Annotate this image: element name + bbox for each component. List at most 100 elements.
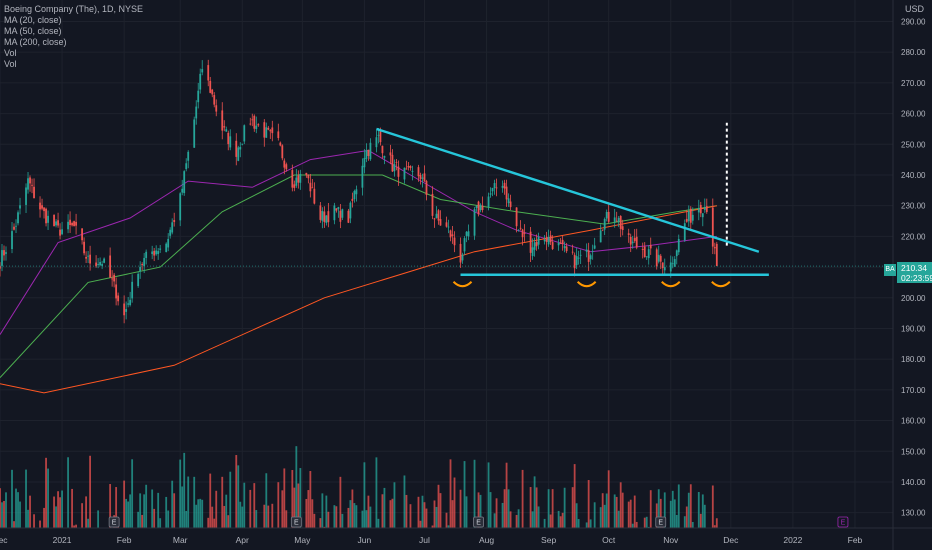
swing-low-marker <box>452 281 473 288</box>
time-tick-label[interactable]: Apr <box>236 535 249 545</box>
legend-title[interactable]: Boeing Company (The), 1D, NYSE <box>4 4 144 14</box>
volume-bar <box>627 501 630 528</box>
volume-bar <box>239 501 242 528</box>
volume-bar <box>585 522 588 528</box>
price-tick-label[interactable]: 130.00 <box>901 509 926 518</box>
candle-body <box>209 80 212 93</box>
legend-ma20[interactable]: MA (20, close) <box>4 15 62 25</box>
price-tick-label[interactable]: 250.00 <box>901 140 926 149</box>
time-tick-label[interactable]: Dec <box>723 535 739 545</box>
time-tick-label[interactable]: Jul <box>419 535 430 545</box>
time-tick-label[interactable]: Dec <box>0 535 8 545</box>
candle-body <box>629 236 632 245</box>
candle-body <box>535 241 538 247</box>
time-tick-label[interactable]: Sep <box>541 535 556 545</box>
candle-body <box>15 225 17 227</box>
candle-body <box>253 115 256 129</box>
time-tick-label[interactable]: May <box>294 535 311 545</box>
time-tick-label[interactable]: Oct <box>602 535 616 545</box>
volume-bar <box>487 462 490 528</box>
candle-body <box>173 220 176 223</box>
price-tick-label[interactable]: 140.00 <box>901 478 926 487</box>
candle-body <box>307 174 310 179</box>
price-tick-label[interactable]: 240.00 <box>901 171 926 180</box>
candle-body <box>143 257 146 267</box>
time-tick-label[interactable]: Feb <box>848 535 863 545</box>
legend-vol-1[interactable]: Vol <box>4 48 17 58</box>
volume-bar <box>15 488 17 528</box>
volume-bar <box>405 494 408 528</box>
candle-body <box>363 157 366 168</box>
swing-low-marker <box>711 281 731 288</box>
volume-bar <box>45 457 47 528</box>
time-tick-label[interactable]: Jun <box>358 535 372 545</box>
time-tick-label[interactable]: Nov <box>663 535 679 545</box>
time-axis[interactable]: Dec 2021 Feb Mar Apr May Jun Jul Aug Sep Oct Nov Dec… <box>0 516 932 545</box>
legend-ma50[interactable]: MA (50, close) <box>4 26 62 36</box>
volume-bar <box>601 493 604 528</box>
candle-body <box>269 130 272 132</box>
swing-low-marker <box>661 281 681 288</box>
candle-body <box>29 177 31 184</box>
volume-bar <box>267 505 270 528</box>
candle-body <box>109 255 112 278</box>
price-tick-label[interactable]: 220.00 <box>901 232 926 241</box>
candle-body <box>641 248 644 250</box>
price-tick-label[interactable]: 170.00 <box>901 386 926 395</box>
price-tick-label[interactable]: 290.00 <box>901 17 926 26</box>
time-tick-label[interactable]: Mar <box>173 535 188 545</box>
price-tick-label[interactable]: 190.00 <box>901 324 926 333</box>
volume-bar <box>417 496 420 528</box>
candle-body <box>73 221 75 226</box>
candle-body <box>281 145 284 159</box>
candle-body <box>339 210 342 222</box>
volume-bar <box>271 503 274 528</box>
bar-countdown: 02:23:59 <box>901 273 932 283</box>
candle-body <box>505 186 508 200</box>
volume-bar <box>531 511 534 528</box>
time-tick-label[interactable]: 2021 <box>53 535 72 545</box>
price-tick-label[interactable]: 260.00 <box>901 110 926 119</box>
time-tick-label[interactable]: Aug <box>479 535 494 545</box>
candle-body <box>197 90 200 103</box>
candle-body <box>697 208 700 213</box>
volume-bar <box>361 510 364 528</box>
candle-body <box>325 215 328 223</box>
volume-bar <box>263 504 266 528</box>
price-tick-label[interactable]: 150.00 <box>901 447 926 456</box>
volume-bar <box>47 468 49 528</box>
candle-body <box>467 231 470 237</box>
candle-body <box>439 219 442 226</box>
candle-body <box>179 193 182 221</box>
candle-body <box>265 127 268 138</box>
candle-body <box>33 186 35 199</box>
price-tick-label[interactable]: 270.00 <box>901 79 926 88</box>
time-tick-label[interactable]: 2022 <box>783 535 802 545</box>
legend-vol-2[interactable]: Vol <box>4 59 17 69</box>
candle-body <box>523 233 526 234</box>
candle-body <box>395 162 398 163</box>
candle-body <box>141 264 144 266</box>
currency-label[interactable]: USD <box>904 4 924 14</box>
candle-body <box>115 284 118 299</box>
candle-body <box>227 132 230 145</box>
candle-body <box>607 211 610 222</box>
volume-bar <box>699 513 702 528</box>
price-tick-label[interactable]: 160.00 <box>901 417 926 426</box>
volume-bar <box>43 507 45 528</box>
time-tick-label[interactable]: Feb <box>117 535 132 545</box>
volume-bar <box>657 489 660 528</box>
candle-body <box>547 236 550 245</box>
candlesticks <box>0 59 718 324</box>
price-tick-label[interactable]: 200.00 <box>901 294 926 303</box>
volume-bar <box>631 523 634 528</box>
price-tick-label[interactable]: 180.00 <box>901 355 926 364</box>
price-tick-label[interactable]: 280.00 <box>901 48 926 57</box>
candle-body <box>267 127 270 130</box>
volume-bar <box>347 507 350 528</box>
candle-body <box>17 212 19 224</box>
legend-ma200[interactable]: MA (200, close) <box>4 37 67 47</box>
price-tick-label[interactable]: 230.00 <box>901 202 926 211</box>
volume-bar <box>201 499 204 528</box>
